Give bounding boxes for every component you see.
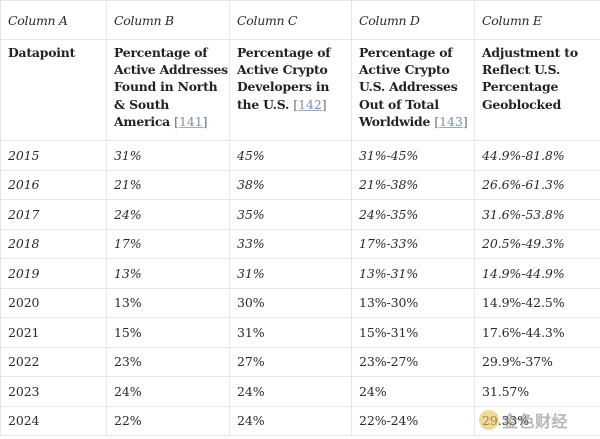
- table-cell: 2024: [0, 405, 107, 436]
- table-row: 2016 21% 38% 21%-38% 26.6%-61.3%: [0, 169, 600, 200]
- column-label: Column D: [351, 0, 475, 40]
- table-cell: 17%-33%: [351, 228, 475, 259]
- header-text: Percentage of Active Crypto U.S. Address…: [359, 45, 458, 129]
- table-cell: 2020: [0, 287, 107, 318]
- watermark-text: 金色财经: [501, 412, 568, 431]
- table-row: 2017 24% 35% 24%-35% 31.6%-53.8%: [0, 199, 600, 230]
- table-row: 2015 31% 45% 31%-45% 44.9%-81.8%: [0, 140, 600, 171]
- table-row: 2020 13% 30% 13%-30% 14.9%-42.5%: [0, 287, 600, 318]
- table-cell: 33%: [229, 228, 352, 259]
- table-cell: 31%-45%: [351, 140, 475, 171]
- table-row: 2023 24% 24% 24% 31.57%: [0, 376, 600, 407]
- table-body: 2015 31% 45% 31%-45% 44.9%-81.8% 2016 21% 38% 21…: [0, 140, 600, 436]
- header-cell-americas-share: Percentage of Active Addresses Found in …: [106, 39, 230, 141]
- table-cell: 27%: [229, 346, 352, 377]
- table-cell: 14.9%-44.9%: [474, 258, 600, 289]
- table-cell: 13%: [106, 287, 230, 318]
- table-cell: 15%: [106, 317, 230, 348]
- column-label: Column C: [229, 0, 352, 40]
- table-cell: 31%: [106, 140, 230, 171]
- citation-link[interactable]: 143: [439, 113, 463, 129]
- table-cell: 2017: [0, 199, 107, 230]
- table-cell: 13%: [106, 258, 230, 289]
- table-row: 2018 17% 33% 17%-33% 20.5%-49.3%: [0, 228, 600, 259]
- table-cell: 2021: [0, 317, 107, 348]
- table-row: 2021 15% 31% 15%-31% 17.6%-44.3%: [0, 317, 600, 348]
- table-cell: 24%-35%: [351, 199, 475, 230]
- header-text: Percentage of Active Crypto Developers i…: [237, 45, 331, 112]
- header-cell-datapoint: Datapoint: [0, 39, 107, 141]
- citation: [142]: [293, 96, 327, 112]
- table-cell: 24%: [229, 376, 352, 407]
- column-label: Column E: [474, 0, 600, 40]
- header-text: Adjustment to Reflect U.S. Percentage Ge…: [482, 45, 578, 112]
- table-cell: 24%: [106, 199, 230, 230]
- table-cell: 31.57%: [474, 376, 600, 407]
- table-cell: 20.5%-49.3%: [474, 228, 600, 259]
- table-cell: 45%: [229, 140, 352, 171]
- table-cell: 13%-30%: [351, 287, 475, 318]
- table-row: 2022 23% 27% 23%-27% 29.9%-37%: [0, 346, 600, 377]
- table-cell: 26.6%-61.3%: [474, 169, 600, 200]
- table-cell: 23%: [106, 346, 230, 377]
- watermark: 金色财经: [478, 409, 568, 431]
- table-cell: 22%-24%: [351, 405, 475, 436]
- coin-logo-icon: [478, 410, 499, 430]
- table-cell: 22%: [106, 405, 230, 436]
- table-cell: 2015: [0, 140, 107, 171]
- table-cell: 21%-38%: [351, 169, 475, 200]
- table-cell: 31%: [229, 258, 352, 289]
- table-cell: 17%: [106, 228, 230, 259]
- table-cell: 30%: [229, 287, 352, 318]
- table-cell: 24%: [229, 405, 352, 436]
- table-cell: 31.6%-53.8%: [474, 199, 600, 230]
- table-cell: 24%: [351, 376, 475, 407]
- header-text: Percentage of Active Addresses Found in …: [114, 45, 228, 129]
- citation-link[interactable]: 142: [298, 96, 322, 112]
- table-cell: 38%: [229, 169, 352, 200]
- citation: [143]: [434, 113, 468, 129]
- header-cell-us-addresses: Percentage of Active Crypto U.S. Address…: [351, 39, 475, 141]
- table-cell: 15%-31%: [351, 317, 475, 348]
- table-cell: 23%-27%: [351, 346, 475, 377]
- table-cell: 44.9%-81.8%: [474, 140, 600, 171]
- table-cell: 17.6%-44.3%: [474, 317, 600, 348]
- table-cell: 2016: [0, 169, 107, 200]
- header-row: Datapoint Percentage of Active Addresses…: [0, 39, 600, 141]
- header-cell-us-developers: Percentage of Active Crypto Developers i…: [229, 39, 352, 141]
- table-cell: 24%: [106, 376, 230, 407]
- table-cell: 31%: [229, 317, 352, 348]
- table-cell: 21%: [106, 169, 230, 200]
- table-cell: 2019: [0, 258, 107, 289]
- column-label: Column A: [0, 0, 107, 40]
- header-text: Datapoint: [8, 45, 76, 60]
- table-cell: 13%-31%: [351, 258, 475, 289]
- citation: [141]: [174, 113, 208, 129]
- table-cell: 2022: [0, 346, 107, 377]
- table-row: 2019 13% 31% 13%-31% 14.9%-44.9%: [0, 258, 600, 289]
- column-label: Column B: [106, 0, 230, 40]
- header-cell-geoblock-adjustment: Adjustment to Reflect U.S. Percentage Ge…: [474, 39, 600, 141]
- column-letter-row: Column A Column B Column C Column D Colu…: [0, 0, 600, 40]
- table-cell: 2023: [0, 376, 107, 407]
- citation-link[interactable]: 141: [178, 113, 203, 129]
- table-cell: 29.9%-37%: [474, 346, 600, 377]
- table-cell: 2018: [0, 228, 107, 259]
- table-cell: 14.9%-42.5%: [474, 287, 600, 318]
- table-cell: 35%: [229, 199, 352, 230]
